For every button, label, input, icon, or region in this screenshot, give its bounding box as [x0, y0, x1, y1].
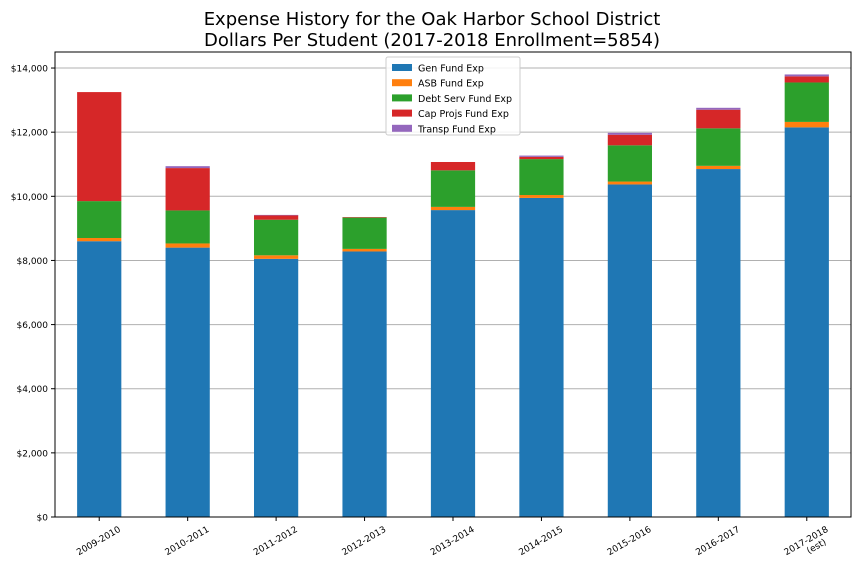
bar-segment — [784, 74, 829, 77]
bar-segment — [430, 206, 476, 211]
bar-segment — [342, 251, 387, 517]
bar-segment — [607, 145, 652, 182]
bar-segment — [696, 165, 741, 170]
bar-segment — [165, 243, 210, 248]
bar-segment — [784, 121, 829, 128]
legend-box — [385, 56, 521, 136]
legend-swatch — [392, 109, 412, 117]
bar-segment — [254, 219, 299, 256]
y-tick-label: $6,000 — [17, 321, 49, 331]
x-tick-label: 2015-2016 — [606, 525, 654, 558]
bar-segment — [254, 215, 299, 220]
bar-segment — [696, 109, 741, 129]
bar-segment — [784, 76, 829, 83]
bar-segment — [77, 241, 122, 517]
bar-segment — [342, 248, 387, 252]
y-tick-label: $8,000 — [17, 257, 49, 267]
bar-segment — [254, 255, 299, 259]
y-tick-label: $2,000 — [17, 449, 49, 459]
bar-segment — [607, 184, 652, 517]
bar-segment — [696, 169, 741, 517]
bar-segment — [77, 238, 122, 242]
bar-segment — [784, 127, 829, 518]
x-tick-label: 2009-2010 — [75, 525, 123, 558]
bar-segment — [77, 92, 122, 202]
legend-swatch — [392, 124, 412, 132]
bar-segment — [165, 168, 210, 211]
y-tick-label: $12,000 — [11, 129, 48, 139]
y-tick-label: $14,000 — [11, 65, 48, 75]
bar-segment — [519, 197, 564, 517]
bar-segment — [165, 247, 210, 517]
bar-segment — [254, 258, 299, 517]
legend-swatch — [392, 94, 412, 102]
bar-segment — [342, 217, 387, 249]
bar-segment — [696, 107, 741, 110]
bar-segment — [165, 210, 210, 244]
x-tick-label: 2010-2011 — [164, 525, 211, 558]
x-tick-label: 2014-2015 — [517, 525, 564, 558]
bar-segment — [607, 134, 652, 146]
bar-segment — [607, 132, 652, 135]
bar-segment — [430, 170, 476, 207]
x-tick-label: 2017-2018(est) — [783, 525, 836, 567]
bar-segment — [607, 181, 652, 185]
legend-label: Transp Fund Exp — [417, 124, 496, 135]
legend-label: ASB Fund Exp — [418, 79, 484, 90]
bar-segment — [165, 166, 210, 169]
bar-segment — [77, 201, 122, 238]
x-tick-label: 2011-2012 — [252, 525, 299, 558]
bar-segment — [784, 82, 829, 122]
legend-label: Debt Serv Fund Exp — [418, 94, 512, 105]
y-tick-label: $4,000 — [17, 385, 49, 395]
chart-title: Expense History for the Oak Harbor Schoo… — [203, 9, 661, 30]
bar-segment — [519, 156, 564, 160]
bar-segment — [430, 161, 476, 171]
bar-segment — [254, 214, 299, 216]
legend-label: Cap Projs Fund Exp — [418, 109, 509, 120]
bar-segment — [342, 217, 387, 218]
chart-subtitle: Dollars Per Student (2017-2018 Enrollmen… — [203, 30, 661, 51]
bar-segment — [519, 155, 564, 157]
bar-segment — [519, 159, 564, 196]
bar-segment — [519, 195, 564, 198]
y-tick-label: $0 — [37, 514, 49, 524]
legend-label: Gen Fund Exp — [418, 64, 484, 75]
legend-swatch — [392, 64, 412, 71]
x-tick-label: 2013-2014 — [429, 525, 477, 558]
x-tick-label: 2012-2013 — [341, 525, 388, 558]
x-tick-label: 2016-2017 — [694, 525, 741, 558]
y-tick-label: $10,000 — [11, 193, 48, 203]
legend-swatch — [392, 79, 412, 87]
bar-segment — [696, 128, 741, 166]
bar-segment — [430, 210, 476, 517]
